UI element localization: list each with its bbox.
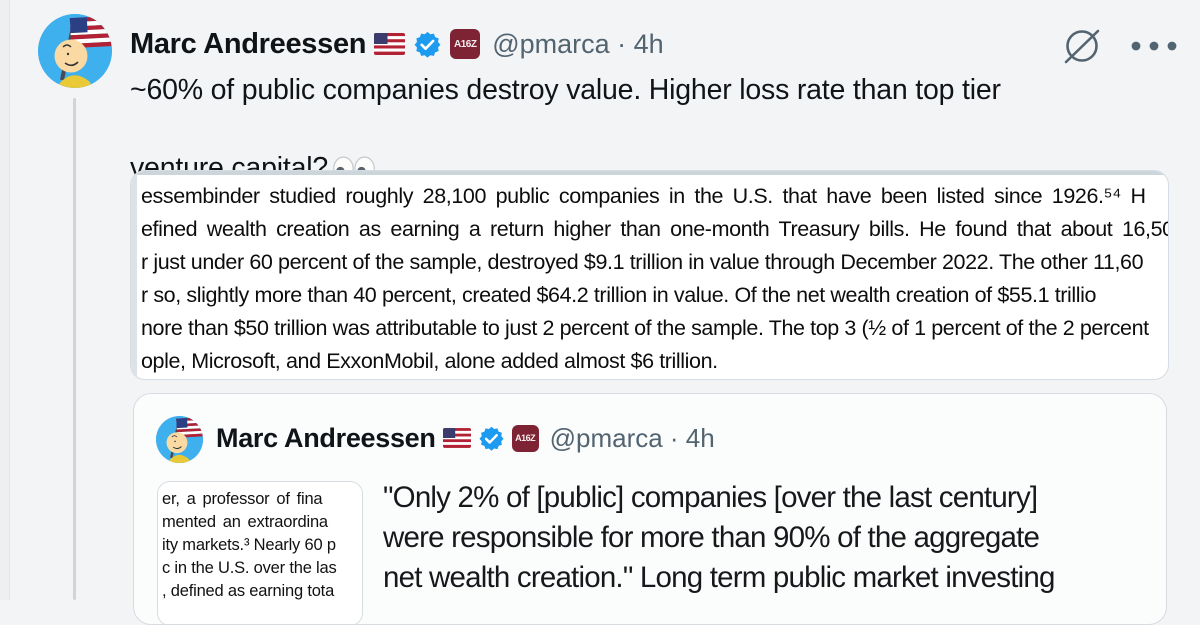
- charlie-brown-flag-avatar: [156, 416, 203, 463]
- embed-line: r so, slightly more than 40 percent, cre…: [141, 283, 1097, 307]
- tweet-actions: [1060, 24, 1178, 68]
- us-flag-icon: [374, 33, 406, 55]
- a16z-badge: A16Z: [511, 424, 539, 452]
- tweet-text: ~60% of public companies destroy value. …: [130, 70, 1140, 193]
- thumbnail-text-block: er, a professor of fina mented an extrao…: [162, 490, 362, 605]
- embed-line: r just under 60 percent of the sample, d…: [141, 250, 1144, 274]
- tweet-text-content: ~60% of public companies destroy value. …: [130, 74, 1001, 184]
- quoted-tweet[interactable]: Marc Andreessen A16Z @pmarca · 4h er, a …: [133, 393, 1167, 625]
- slash-circle-icon[interactable]: [1060, 24, 1104, 68]
- quoted-tweet-header: Marc Andreessen A16Z @pmarca · 4h: [216, 420, 715, 456]
- thumbnail-line: c in the U.S. over the las: [162, 559, 337, 577]
- embedded-image[interactable]: essembinder studied roughly 28,100 publi…: [130, 170, 1169, 380]
- charlie-brown-flag-avatar: [38, 14, 112, 88]
- embed-top-edge: [131, 171, 1168, 175]
- embed-line: nore than $50 trillion was attributable …: [141, 316, 1149, 340]
- us-flag-icon: [442, 428, 471, 448]
- quoted-author-name[interactable]: Marc Andreessen: [216, 422, 436, 453]
- author-name[interactable]: Marc Andreessen: [130, 27, 367, 60]
- embed-line: ople, Microsoft, and ExxonMobil, alone a…: [141, 349, 718, 373]
- quoted-thumbnail-image[interactable]: er, a professor of fina mented an extrao…: [157, 481, 363, 624]
- embed-line: efined wealth creation as earning a retu…: [141, 217, 1169, 241]
- thumbnail-line: , defined as earning tota: [162, 582, 335, 600]
- tweet-header: Marc Andreessen A16Z @pmarca · 4h: [130, 24, 664, 64]
- verified-badge-icon: [413, 30, 442, 59]
- author-handle-time[interactable]: @pmarca · 4h: [492, 28, 664, 59]
- embed-left-edge: [131, 171, 137, 379]
- verified-badge-icon: [478, 425, 505, 452]
- more-options-icon[interactable]: [1130, 40, 1178, 52]
- quoted-avatar[interactable]: [156, 416, 203, 463]
- quoted-tweet-text: "Only 2% of [public] companies [over the…: [383, 481, 1055, 594]
- thumbnail-line: mented an extraordina: [162, 513, 328, 531]
- avatar[interactable]: [38, 14, 112, 88]
- a16z-badge: A16Z: [450, 29, 481, 59]
- thread-connector-line: [73, 98, 76, 600]
- quoted-author-handle-time[interactable]: @pmarca · 4h: [549, 422, 715, 453]
- thumbnail-line: ity markets.³ Nearly 60 p: [162, 536, 336, 554]
- thumbnail-line: er, a professor of fina: [162, 490, 323, 508]
- embed-text-block: essembinder studied roughly 28,100 publi…: [141, 184, 1169, 379]
- embed-line: essembinder studied roughly 28,100 publi…: [141, 184, 1146, 208]
- page-left-edge: [0, 0, 10, 600]
